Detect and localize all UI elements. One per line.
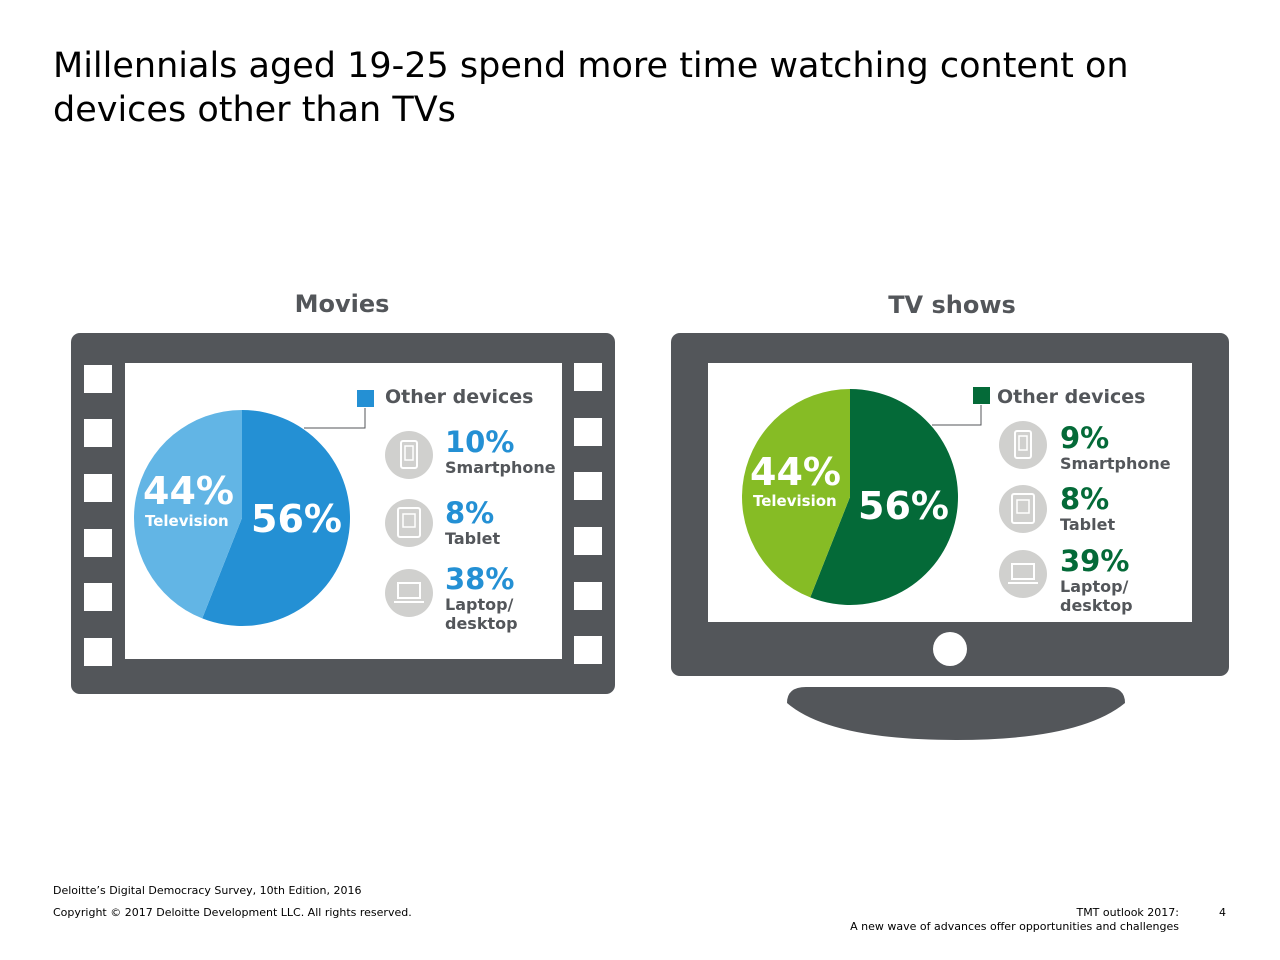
laptop-icon: [999, 550, 1047, 598]
smartphone-icon: [385, 431, 433, 479]
tv-power-button: [933, 632, 967, 666]
movies-panel-title: Movies: [294, 290, 390, 318]
tv-stand: [787, 687, 1125, 740]
tv-leader-line: [932, 405, 982, 426]
tablet-icon: [385, 499, 433, 547]
document-title-line2: A new wave of advances offer opportuniti…: [850, 920, 1179, 933]
movies-pie-chart: [134, 410, 350, 626]
page-number: 4: [1219, 906, 1226, 919]
movies-tablet-percent: 8%: [445, 496, 495, 530]
tv-television-label: Television: [753, 492, 837, 510]
tv-smartphone-percent: 9%: [1060, 421, 1110, 455]
movies-legend-swatch: [357, 390, 374, 407]
tv-shows-pie-chart: [742, 389, 959, 605]
pie-slice-other-devices: [810, 389, 959, 605]
smartphone-icon: [999, 421, 1047, 469]
movies-television-percent: 44%: [143, 469, 234, 513]
tv-legend-label: Other devices: [997, 386, 1146, 408]
tv-television-percent: 44%: [750, 450, 841, 494]
tv-other-devices-percent: 56%: [858, 484, 949, 528]
source-note: Deloitte’s Digital Democracy Survey, 10t…: [53, 884, 362, 897]
movies-leader-line: [304, 408, 366, 429]
tv-tablet-percent: 8%: [1060, 482, 1110, 516]
movies-laptop-label-line2: desktop: [445, 614, 518, 633]
laptop-icon: [385, 569, 433, 617]
tv-laptop-percent: 39%: [1060, 544, 1130, 578]
copyright-note: Copyright © 2017 Deloitte Development LL…: [53, 906, 412, 919]
tablet-icon: [999, 485, 1047, 533]
film-sprocket-holes: [84, 363, 602, 666]
tv-laptop-label-line2: desktop: [1060, 596, 1133, 615]
tv-legend-swatch: [973, 387, 990, 404]
movies-other-devices-percent: 56%: [251, 497, 342, 541]
document-title-line1: TMT outlook 2017:: [1076, 906, 1179, 919]
movies-tablet-label: Tablet: [445, 529, 501, 548]
page-title: Millennials aged 19-25 spend more time w…: [53, 46, 1129, 130]
movies-smartphone-label: Smartphone: [445, 458, 556, 477]
tv-shows-panel-title: TV shows: [888, 291, 1016, 319]
tv-laptop-label-line1: Laptop/: [1060, 577, 1129, 596]
movies-legend-label: Other devices: [385, 386, 534, 408]
movies-laptop-label-line1: Laptop/: [445, 595, 514, 614]
pie-slice-television: [742, 389, 850, 598]
pie-slice-television: [134, 410, 242, 619]
tv-smartphone-label: Smartphone: [1060, 454, 1171, 473]
movies-laptop-percent: 38%: [445, 562, 515, 596]
movies-television-label: Television: [145, 512, 229, 530]
pie-slice-other-devices: [202, 410, 350, 626]
movies-smartphone-percent: 10%: [445, 425, 515, 459]
tv-tablet-label: Tablet: [1060, 515, 1116, 534]
